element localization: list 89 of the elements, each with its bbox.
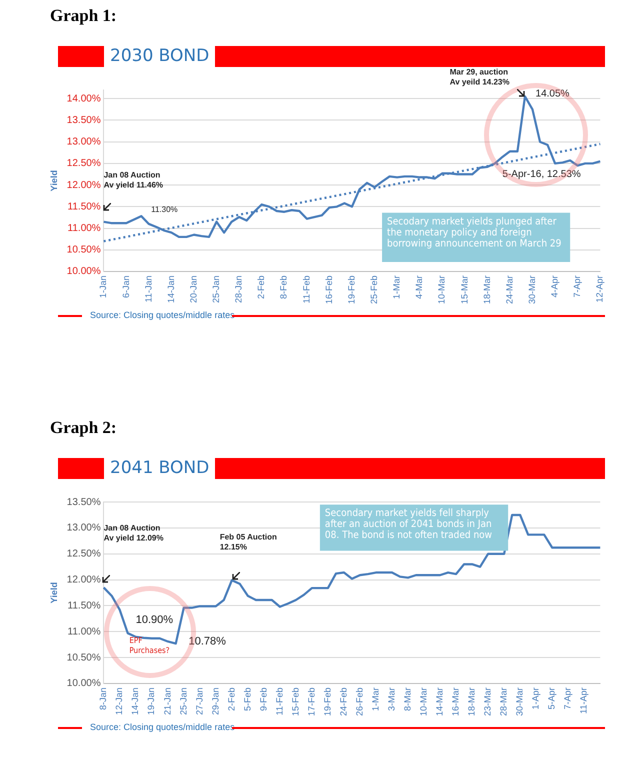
x-tick-label: 5-Apr: [546, 687, 557, 710]
annotation: 14.05%: [536, 88, 570, 100]
x-tick-label: 27-Jan: [194, 687, 204, 716]
x-tick-label: 7-Apr: [572, 275, 582, 298]
y-tick-label: 11.50%: [68, 600, 101, 612]
y-tick-label: 13.00%: [66, 522, 101, 534]
x-tick-label: 20-Jan: [188, 275, 198, 304]
x-tick-label: 26-Feb: [354, 687, 364, 716]
x-tick-label: 3-Mar: [386, 687, 396, 711]
caption: Graph 1:: [50, 6, 117, 26]
x-tick-label: 21-Jan: [162, 687, 172, 716]
x-tick-label: 17-Feb: [306, 687, 316, 716]
annotation: Jan 08 Auction Av yield 11.46%: [104, 170, 164, 190]
x-tick-label: 12-Jan: [114, 687, 124, 716]
x-tick-label: 1-Apr: [530, 687, 541, 710]
x-tick-label: 28-Jan: [234, 275, 244, 304]
x-tick-label: 30-Mar: [526, 275, 537, 304]
x-tick-label: 11-Jan: [143, 275, 154, 302]
annotation: EPF Purchases?: [129, 636, 170, 656]
x-tick-label: 12-Apr: [594, 275, 605, 302]
x-tick-label: 5-Feb: [242, 687, 252, 711]
annotation: 10.78%: [188, 636, 226, 648]
x-tick-label: 4-Apr: [550, 275, 560, 298]
y-tick-label: 10.50%: [66, 652, 101, 664]
y-tick-label: 10.00%: [66, 266, 101, 278]
x-tick-label: 23-Mar: [482, 687, 493, 716]
x-tick-label: 6-Jan: [120, 275, 131, 298]
x-tick-label: 14-Jan: [166, 275, 176, 304]
x-tick-label: 9-Feb: [258, 687, 268, 711]
x-tick-label: 15-Mar: [459, 275, 470, 304]
chart-title: 2041 BOND: [109, 458, 210, 479]
x-tick-label: 16-Mar: [450, 687, 461, 716]
x-tick-label: 19-Jan: [146, 687, 156, 716]
annotation: 10.90%: [136, 614, 174, 626]
y-tick-label: 12.50%: [66, 548, 101, 560]
x-tick-label: 25-Jan: [178, 687, 188, 716]
x-tick-label: 19-Feb: [322, 687, 332, 716]
x-tick-label: 14-Mar: [434, 687, 445, 716]
annotation: 5-Apr-16, 12.53%: [502, 169, 581, 180]
y-tick-label: 12.50%: [66, 158, 101, 170]
y-tick-label: 10.00%: [66, 678, 101, 690]
x-tick-label: 25-Feb: [369, 275, 380, 304]
x-tick-label: 11-Apr: [578, 687, 589, 714]
x-tick-label: 19-Feb: [346, 275, 356, 304]
x-tick-label: 18-Mar: [482, 275, 492, 304]
chart-title: 2030 BOND: [109, 46, 210, 67]
x-tick-label: 14-Jan: [130, 687, 140, 716]
x-tick-label: 30-Mar: [514, 687, 525, 716]
y-tick-label: 11.50%: [68, 201, 101, 212]
x-tick-label: 4-Mar: [414, 275, 424, 299]
y-tick-label: 13.50%: [66, 496, 101, 508]
x-tick-label: 24-Feb: [338, 687, 348, 716]
y-axis-title: Yield: [48, 582, 59, 604]
caption: Graph 2:: [50, 418, 117, 438]
x-tick-label: 7-Apr: [562, 687, 573, 710]
annotation: Jan 08 Auction Av yield 12.09%: [104, 524, 164, 543]
x-tick-label: 28-Mar: [498, 687, 509, 716]
x-tick-label: 15-Feb: [290, 687, 300, 716]
y-tick-label: 12.00%: [66, 180, 101, 191]
y-tick-label: 14.00%: [66, 93, 101, 104]
x-tick-label: 8-Mar: [402, 687, 412, 711]
y-tick-label: 13.50%: [66, 114, 101, 126]
x-tick-label: 25-Jan: [211, 275, 222, 304]
x-tick-label: 2-Feb: [256, 275, 266, 299]
x-tick-label: 1-Mar: [370, 687, 380, 711]
x-tick-label: 1-Mar: [392, 275, 402, 299]
annotation: Secodary market yields plunged after the monetary policy and foreign borrowing announcement on March 29: [387, 216, 562, 250]
x-tick-label: 11-Feb: [301, 275, 312, 304]
y-tick-label: 11.00%: [68, 223, 101, 234]
y-tick-label: 10.50%: [66, 244, 101, 256]
x-tick-label: 16-Feb: [324, 275, 334, 304]
annotation: Feb 05 Auction 12.15%: [220, 532, 277, 552]
annotation: Secondary market yields fell sharply after an auction of 2041 bonds in Jan 08. The bond is not often traded now: [324, 508, 492, 542]
y-tick-label: 12.00%: [66, 574, 101, 586]
x-tick-label: 10-Mar: [436, 275, 447, 304]
x-tick-label: 11-Feb: [274, 687, 284, 716]
x-tick-label: 8-Jan: [98, 687, 108, 710]
x-tick-label: 24-Mar: [504, 275, 514, 304]
y-tick-label: 11.00%: [68, 626, 101, 638]
text: Mar 29, auction Av yeild 14.23%: [450, 68, 510, 87]
y-axis-title: Yield: [48, 170, 59, 192]
x-tick-label: 10-Mar: [418, 687, 429, 716]
x-tick-label: 2-Feb: [226, 687, 236, 711]
x-tick-label: 1-Jan: [98, 275, 108, 298]
x-tick-label: 29-Jan: [210, 687, 220, 716]
x-tick-label: 18-Mar: [466, 687, 477, 716]
annotation: 11.30%: [151, 205, 178, 214]
y-tick-label: 13.00%: [66, 136, 101, 148]
x-tick-label: 8-Feb: [278, 275, 289, 299]
